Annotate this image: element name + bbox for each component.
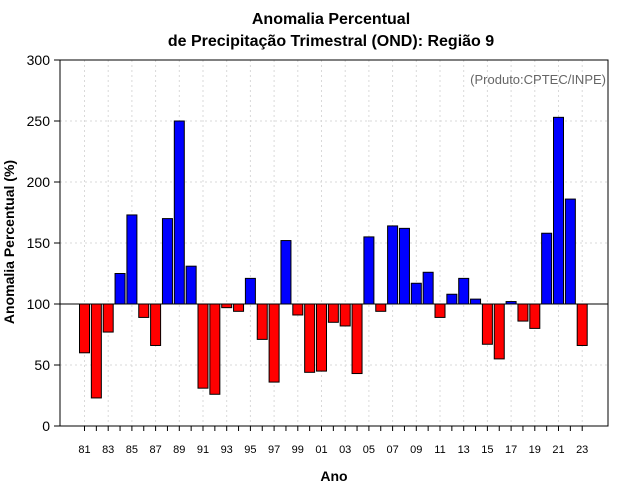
- x-tick-label: 07: [386, 444, 398, 456]
- bar-2013: [458, 277, 470, 305]
- bar-2000: [304, 303, 316, 373]
- y-tick-label: 50: [34, 357, 50, 373]
- bar-2014: [470, 298, 482, 305]
- bar-1995: [244, 277, 256, 305]
- x-tick-label: 21: [552, 444, 564, 456]
- bar-2005: [363, 236, 375, 305]
- x-tick-label: 83: [102, 444, 114, 456]
- x-tick-label: 17: [505, 444, 517, 456]
- x-axis: 81 83 85 87 89 91 93 95 97 99 01 03 05 07 09 11 13 15 17 19…: [78, 426, 588, 456]
- bar-1986: [138, 303, 150, 318]
- bar-1984: [114, 273, 126, 305]
- bar-1998: [280, 240, 292, 305]
- x-tick-label: 87: [149, 444, 161, 456]
- bar-1982: [90, 303, 102, 399]
- bar-1996: [256, 303, 268, 340]
- bar-2012: [446, 293, 458, 305]
- credit-text: (Produto:CPTEC/INPE): [470, 72, 606, 87]
- y-tick-label: 200: [27, 174, 51, 190]
- bar-2003: [339, 303, 351, 327]
- x-tick-label: 09: [410, 444, 422, 456]
- x-tick-label: 81: [78, 444, 90, 456]
- y-tick-label: 0: [42, 418, 50, 434]
- x-tick-label: 89: [173, 444, 185, 456]
- bar-2007: [387, 225, 399, 305]
- x-tick-label: 99: [292, 444, 304, 456]
- chart-title-line2: de Precipitação Trimestral (OND): Região…: [168, 33, 494, 50]
- x-tick-label: 95: [244, 444, 256, 456]
- bar-1993: [221, 303, 233, 309]
- bar-2010: [422, 271, 434, 305]
- x-tick-label: 23: [576, 444, 588, 456]
- bar-1989: [173, 120, 185, 305]
- bar-1999: [292, 303, 304, 316]
- y-tick-label: 150: [27, 235, 51, 251]
- grid: [60, 59, 608, 427]
- bar-2015: [481, 303, 493, 345]
- x-tick-label: 05: [363, 444, 375, 456]
- bar-2011: [434, 303, 446, 318]
- bar-2021: [553, 116, 564, 305]
- bar-1992: [209, 303, 221, 395]
- bar-2018: [517, 303, 529, 322]
- bar-2006: [375, 303, 387, 312]
- y-tick-label: 300: [27, 52, 51, 68]
- bar-1985: [126, 214, 138, 305]
- y-tick-label: 250: [27, 113, 51, 129]
- bar-2001: [316, 303, 327, 372]
- bar-1981: [79, 303, 90, 354]
- chart-title-line1: Anomalia Percentual: [252, 11, 410, 28]
- bar-1991: [197, 303, 209, 389]
- x-axis-label: Ano: [320, 468, 347, 484]
- bar-1987: [150, 303, 162, 346]
- x-tick-label: 91: [197, 444, 209, 456]
- y-axis: 0 50 100 150 200 250 300: [27, 52, 60, 434]
- y-tick-label: 100: [27, 296, 51, 312]
- bar-2019: [529, 303, 541, 329]
- x-tick-label: 11: [434, 444, 445, 456]
- x-tick-label: 97: [268, 444, 280, 456]
- bar-2016: [493, 303, 505, 360]
- bar-2009: [410, 282, 422, 305]
- bar-2020: [541, 232, 553, 305]
- bar-2023: [576, 303, 588, 346]
- bar-1983: [102, 303, 114, 333]
- bar-2004: [351, 303, 363, 375]
- bar-2022: [564, 198, 576, 305]
- y-axis-label: Anomalia Percentual (%): [1, 160, 17, 324]
- x-tick-label: 85: [126, 444, 138, 456]
- bar-1997: [268, 303, 280, 383]
- bar-2002: [327, 303, 339, 323]
- bar-2008: [398, 227, 410, 305]
- x-tick-label: 03: [339, 444, 351, 456]
- bar-1988: [161, 218, 173, 305]
- x-tick-label: 19: [529, 444, 541, 456]
- x-tick-label: 13: [458, 444, 470, 456]
- x-tick-label: 93: [221, 444, 233, 456]
- x-tick-label: 15: [481, 444, 493, 456]
- bar-1994: [233, 303, 245, 312]
- x-tick-label: 01: [315, 444, 327, 456]
- bar-1990: [185, 265, 197, 305]
